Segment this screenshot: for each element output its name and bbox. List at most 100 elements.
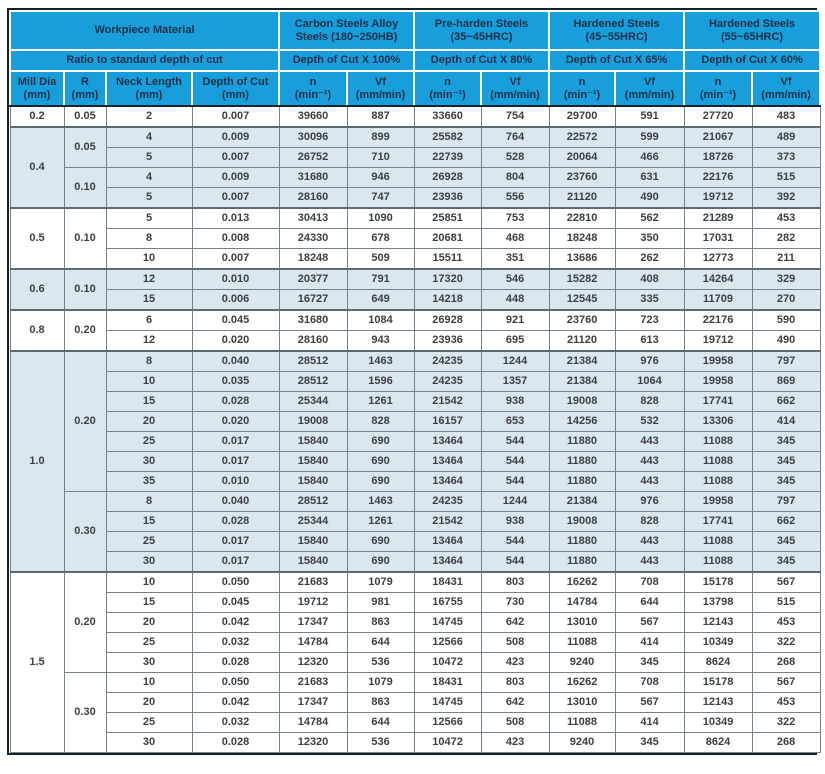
- n-value: 11880: [548, 451, 616, 472]
- vf-value: 943: [346, 330, 415, 352]
- vf-value: 466: [614, 147, 685, 168]
- depth-of-cut-cell: 0.007: [191, 187, 280, 209]
- n-value: 24235: [413, 491, 482, 512]
- vf-value: 329: [751, 268, 821, 290]
- n-value: 14218: [413, 289, 482, 311]
- vf-value: 1463: [346, 350, 415, 372]
- table-row: 25 0.032 14784 644 12566 508 11088 414 10349 322: [10, 632, 821, 653]
- depth-of-cut-cell: 0.007: [191, 105, 280, 128]
- vf-value: 345: [751, 431, 821, 452]
- n-value: 13010: [548, 692, 616, 713]
- n-value: 21542: [413, 511, 482, 532]
- vf-value: 268: [751, 652, 821, 673]
- n-value: 14745: [413, 692, 482, 713]
- table-row: 0.30 8 0.040 28512 1463 24235 1244 21384 976 1995…: [10, 491, 821, 573]
- depth-of-cut-cell: 0.010: [191, 471, 280, 492]
- vf-value: 528: [480, 147, 550, 168]
- vf-value: 644: [614, 592, 685, 613]
- n-value: 23760: [548, 309, 616, 331]
- vf-value: 443: [614, 551, 685, 573]
- n-value: 21067: [683, 126, 753, 148]
- col-header-depth-of-cut: Depth of Cut (mm): [191, 70, 280, 107]
- neck-length-cell: 25: [105, 431, 193, 452]
- neck-length-cell: 30: [105, 652, 193, 673]
- n-value: 13464: [413, 551, 482, 573]
- vf-value: 613: [614, 330, 685, 352]
- n-value: 20064: [548, 147, 616, 168]
- r-cell: 0.10: [63, 167, 107, 209]
- table-row: 5 0.007 28160 747 23936 556 21120 490 19712 392: [10, 187, 821, 209]
- n-value: 19958: [683, 491, 753, 512]
- material-header-carbon-steels: Carbon Steels Alloy Steels (180~250HB): [277, 10, 416, 51]
- vf-value: 1596: [346, 371, 415, 392]
- neck-length-cell: 35: [105, 471, 193, 492]
- n-value: 28512: [278, 350, 348, 372]
- n-value: 21384: [548, 491, 616, 512]
- neck-length-cell: 10: [105, 571, 193, 593]
- vf-value: 322: [751, 632, 821, 653]
- col-header-n-1: n (min⁻¹): [278, 70, 348, 107]
- r-cell: 0.20: [63, 309, 107, 352]
- neck-length-cell: 20: [105, 411, 193, 432]
- neck-length-cell: 12: [105, 268, 193, 290]
- depth-of-cut-cell: 0.013: [191, 207, 280, 229]
- neck-length-cell: 10: [105, 371, 193, 392]
- n-value: 30413: [278, 207, 348, 229]
- neck-length-cell: 8: [105, 350, 193, 372]
- col-header-vf-3: Vf (mm/min): [614, 70, 686, 107]
- n-value: 26752: [278, 147, 348, 168]
- vf-value: 544: [480, 531, 550, 552]
- vf-value: 828: [346, 411, 415, 432]
- n-value: 11880: [548, 531, 616, 552]
- depth-of-cut-cell: 0.042: [191, 612, 280, 633]
- vf-value: 804: [480, 167, 550, 188]
- vf-value: 373: [751, 147, 821, 168]
- n-value: 25851: [413, 207, 482, 229]
- vf-value: 723: [614, 309, 685, 331]
- ratio-carbon-steels: Depth of Cut X 100%: [277, 49, 416, 72]
- n-value: 12320: [278, 652, 348, 673]
- vf-value: 536: [346, 732, 415, 753]
- n-value: 12545: [548, 289, 616, 311]
- n-value: 22176: [683, 167, 753, 188]
- vf-value: 803: [480, 672, 550, 693]
- n-value: 23936: [413, 330, 482, 352]
- depth-of-cut-cell: 0.017: [191, 531, 280, 552]
- vf-value: 262: [614, 248, 685, 270]
- n-value: 17031: [683, 228, 753, 249]
- neck-length-cell: 25: [105, 531, 193, 552]
- neck-length-cell: 4: [105, 126, 193, 148]
- r-cell: 0.05: [63, 105, 107, 128]
- table-row: 0.30 10 0.050 21683 1079 18431 803 16262 708 1517…: [10, 672, 821, 753]
- col-header-n-4: n (min⁻¹): [683, 70, 754, 107]
- n-value: 11709: [683, 289, 753, 311]
- vf-value: 1357: [480, 371, 550, 392]
- vf-value: 828: [614, 511, 685, 532]
- table-row: 1.0 0.20 8 0.040 28512 1463 24235 1244 21384 976 1…: [9, 350, 821, 573]
- col-header-vf-4: Vf (mm/min): [751, 70, 822, 107]
- vf-value: 536: [346, 652, 415, 673]
- vf-value: 1261: [346, 511, 415, 532]
- neck-length-cell: 25: [105, 632, 193, 653]
- n-value: 15282: [548, 268, 616, 290]
- n-value: 13306: [683, 411, 753, 432]
- neck-length-cell: 6: [105, 309, 193, 331]
- n-value: 24330: [278, 228, 348, 249]
- n-value: 28512: [278, 371, 348, 392]
- material-header-hardened-steels-55-65: Hardened Steels (55~65HRC): [683, 10, 822, 51]
- ratio-hardened-steels-45-55: Depth of Cut X 65%: [548, 49, 686, 72]
- n-value: 11088: [683, 551, 753, 573]
- mill-dia-cell: 0.4: [9, 126, 65, 209]
- vf-value: 753: [480, 207, 550, 229]
- n-value: 18248: [548, 228, 616, 249]
- vf-value: 887: [346, 105, 415, 128]
- vf-value: 642: [480, 612, 550, 633]
- r-cell: 0.20: [63, 350, 107, 492]
- n-value: 15840: [278, 531, 348, 552]
- r-cell: 0.30: [63, 491, 107, 573]
- n-value: 39660: [278, 105, 348, 128]
- col-header-n-3: n (min⁻¹): [548, 70, 617, 107]
- depth-of-cut-cell: 0.042: [191, 692, 280, 713]
- n-value: 11088: [683, 431, 753, 452]
- n-value: 19008: [548, 511, 616, 532]
